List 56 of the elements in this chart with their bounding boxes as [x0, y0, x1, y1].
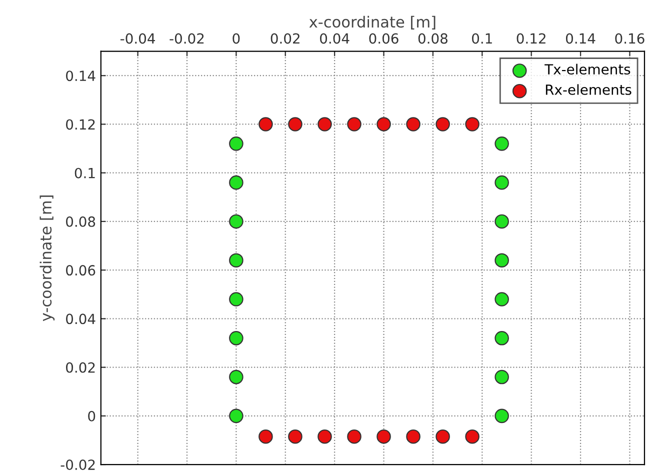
- y-tick-label: 0.06: [66, 265, 96, 276]
- x-tick-label: -0.02: [170, 33, 204, 44]
- point: [465, 429, 480, 444]
- legend-label: Rx-elements: [546, 84, 632, 95]
- point: [376, 429, 391, 444]
- point: [258, 429, 273, 444]
- point: [494, 408, 509, 424]
- point: [288, 429, 302, 444]
- y-axis-title: y-coordinate [m]: [40, 196, 55, 322]
- point: [229, 136, 244, 151]
- point: [494, 253, 509, 268]
- point: [436, 429, 450, 444]
- point: [318, 429, 332, 444]
- point: [494, 331, 509, 346]
- point: [318, 117, 332, 132]
- point: [494, 214, 509, 229]
- point: [406, 429, 420, 444]
- x-tick-label: 0.06: [369, 33, 398, 44]
- point: [494, 136, 509, 151]
- x-tick-label: -0.04: [120, 33, 155, 44]
- point: [494, 292, 509, 306]
- y-tick-label: 0.08: [66, 216, 96, 227]
- point: [347, 429, 362, 444]
- point: [229, 175, 244, 190]
- point: [229, 408, 244, 424]
- point: [436, 117, 450, 132]
- x-tick-label: 0.16: [615, 33, 644, 44]
- point: [229, 370, 244, 384]
- point: [406, 117, 420, 132]
- y-tick-label: 0: [88, 410, 96, 422]
- legend-label: Tx-elements: [544, 64, 630, 75]
- point: [229, 253, 244, 268]
- point: [494, 175, 509, 190]
- x-axis-title: x-coordinate [m]: [309, 16, 436, 30]
- point: [229, 292, 244, 306]
- x-tick-label: 0.08: [418, 33, 448, 44]
- x-tick-label: 0.14: [566, 33, 596, 44]
- point: [347, 117, 362, 132]
- point: [229, 331, 244, 346]
- y-tick-label: 0.12: [66, 119, 95, 130]
- y-tick-label: 0.02: [66, 362, 95, 373]
- x-tick-label: 0.04: [320, 33, 350, 44]
- point: [465, 117, 480, 132]
- y-tick-label: 0.04: [66, 314, 96, 324]
- point: [288, 117, 302, 132]
- point: [494, 370, 509, 384]
- x-tick-label: 0.12: [516, 33, 546, 44]
- y-tick-label: -0.02: [60, 460, 95, 470]
- point: [258, 117, 273, 132]
- x-tick-label: 0: [232, 33, 240, 44]
- y-tick-label: 0.1: [74, 168, 95, 178]
- x-tick-label: 0.02: [270, 33, 300, 44]
- point: [229, 214, 244, 229]
- point: [376, 117, 391, 132]
- y-tick-label: 0.14: [66, 70, 96, 82]
- x-tick-label: 0.1: [472, 33, 492, 44]
